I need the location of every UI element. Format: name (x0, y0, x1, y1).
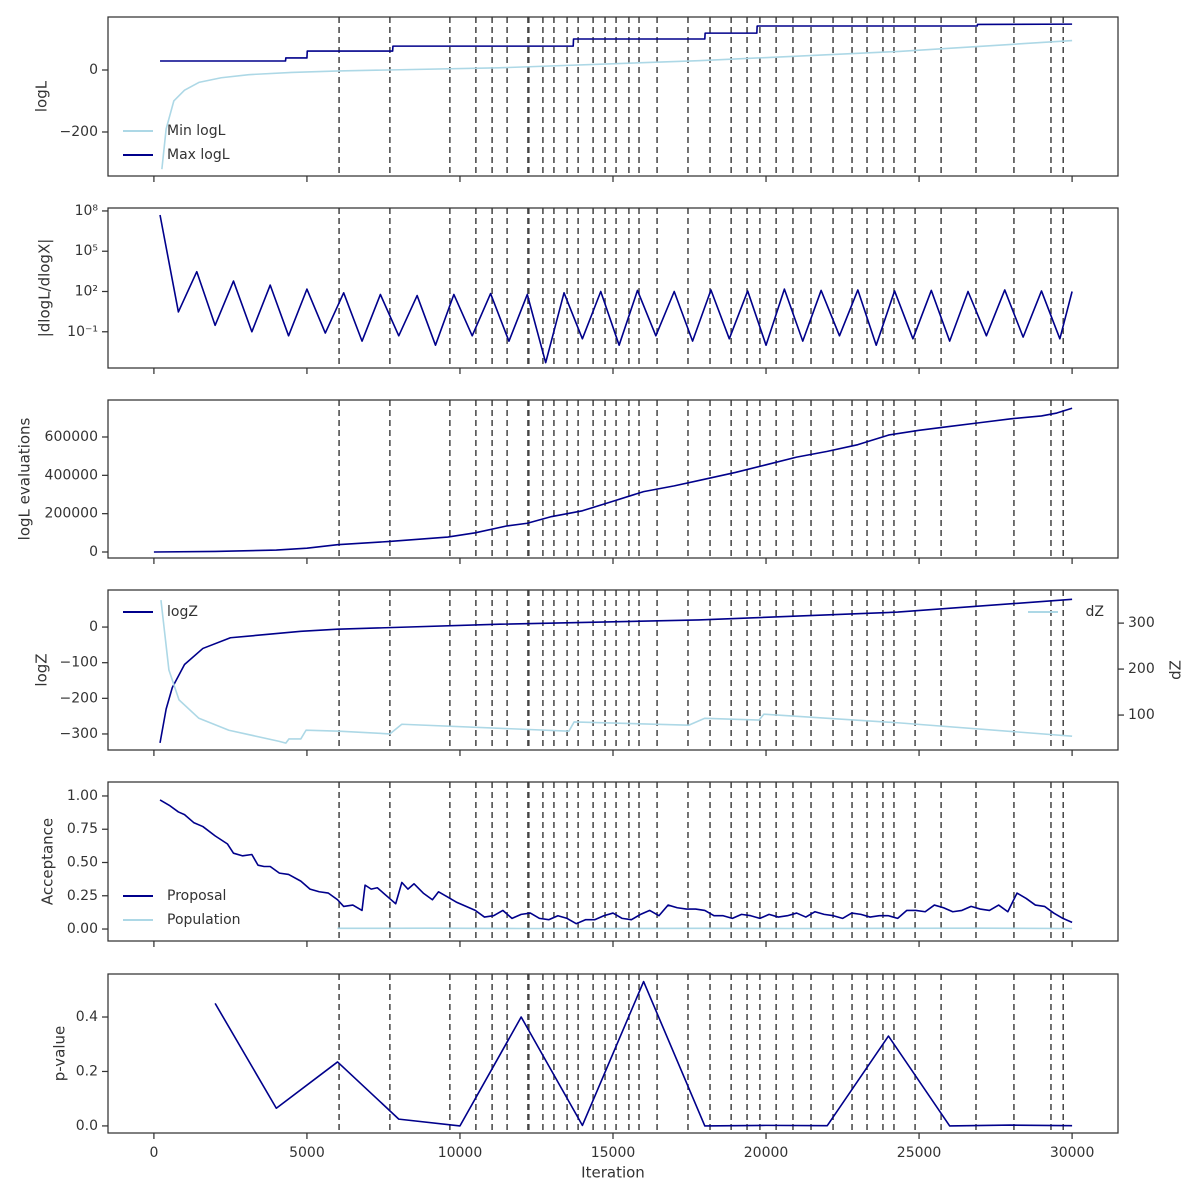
x-tick-label: 20000 (744, 1145, 789, 1161)
y-tick-label: −200 (60, 124, 98, 140)
y2-tick-label: 200 (1128, 661, 1155, 677)
y-tick-label: 0.50 (67, 854, 98, 870)
y-tick-label: 0.0 (76, 1118, 98, 1134)
series-line (159, 598, 1073, 744)
y-tick-label: 0 (89, 619, 98, 635)
y-tick-label: 1.00 (67, 788, 98, 804)
x-tick-label: 25000 (897, 1145, 942, 1161)
y-axis-label: logL evaluations (16, 417, 34, 540)
legend-label: Proposal (167, 888, 226, 904)
y2-axis-label: dZ (1167, 660, 1185, 680)
y-tick-label: 0 (89, 544, 98, 560)
x-tick-label: 30000 (1050, 1145, 1095, 1161)
legend-label: logZ (167, 604, 198, 620)
legend-label: dZ (1086, 604, 1104, 620)
y-tick-label: 400000 (45, 467, 98, 483)
y2-tick-label: 300 (1128, 615, 1155, 631)
axes-frame (107, 207, 1119, 369)
y-tick-label: 0.4 (76, 1009, 98, 1025)
x-tick-label: 0 (149, 1145, 158, 1161)
series-line (159, 799, 1073, 925)
legend-label: Max logL (167, 147, 230, 163)
series-line (161, 39, 1073, 170)
y-tick-label: 600000 (45, 429, 98, 445)
series-line (153, 407, 1073, 553)
y-tick-label: 0.2 (76, 1063, 98, 1079)
y-axis-label: Acceptance (39, 818, 57, 905)
y-tick-label: 10⁻¹ (67, 324, 98, 340)
series-line (160, 23, 1073, 62)
y-axis-label: |dlogL/dlogX| (36, 239, 54, 338)
y-tick-label: 0.25 (67, 888, 98, 904)
axes-frame (107, 589, 1119, 751)
y-tick-label: −100 (60, 655, 98, 671)
y-tick-label: 10⁸ (75, 203, 99, 219)
axes-frame (107, 16, 1119, 177)
y-tick-label: 0.00 (67, 921, 98, 937)
y-tick-label: 10⁵ (75, 243, 98, 259)
series-line (214, 980, 1073, 1127)
y-tick-label: 10² (75, 283, 98, 299)
axes-frame (107, 781, 1119, 942)
y-axis-label: p-value (51, 1026, 69, 1082)
x-tick-label: 5000 (289, 1145, 325, 1161)
y-tick-label: −200 (60, 690, 98, 706)
y-tick-label: 0 (89, 62, 98, 78)
x-axis-label: Iteration (581, 1164, 645, 1182)
series-line (160, 600, 1073, 744)
y-tick-label: 0.75 (67, 821, 98, 837)
legend-label: Min logL (167, 123, 226, 139)
x-tick-label: 15000 (591, 1145, 636, 1161)
legend-label: Population (167, 912, 241, 928)
x-tick-label: 10000 (438, 1145, 483, 1161)
y2-tick-label: 100 (1128, 707, 1155, 723)
series-line (159, 214, 1073, 364)
y-axis-label: logZ (33, 653, 51, 686)
y-axis-label: logL (33, 80, 51, 112)
y-tick-label: 200000 (45, 506, 98, 522)
y-tick-label: −300 (60, 726, 98, 742)
